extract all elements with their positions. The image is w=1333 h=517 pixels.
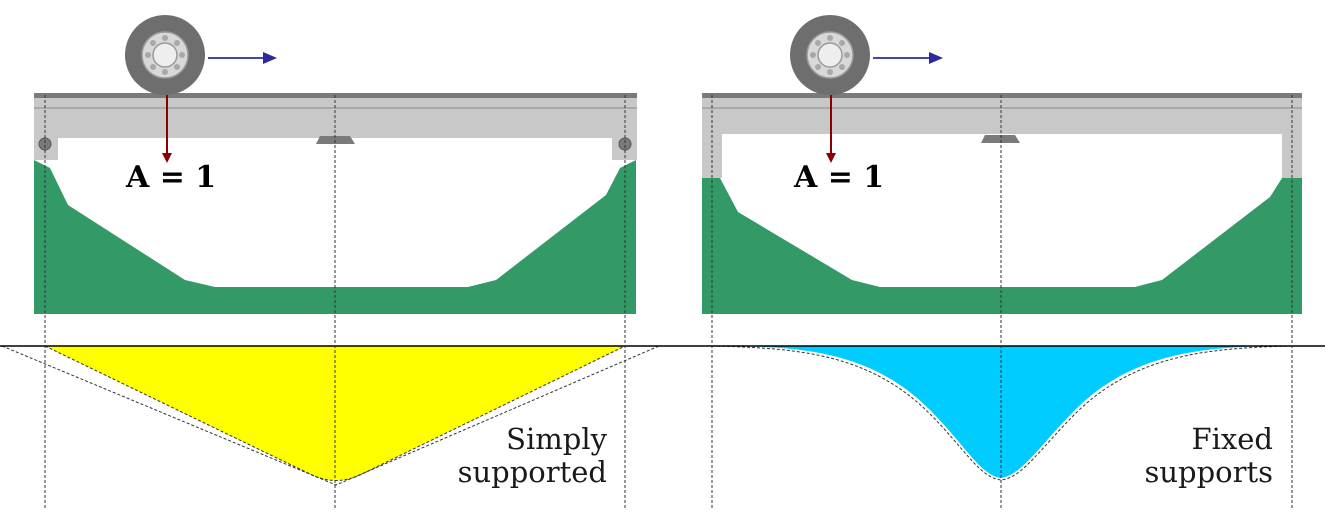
right-panel: A = 1 Fixed supports [702,15,1302,489]
pin-support-left [38,137,52,151]
load-label-right: A = 1 [793,160,884,195]
load-label-left: A = 1 [125,160,216,195]
wheel-right [790,15,870,95]
caption-right-line2: supports [1144,455,1273,489]
terrain-left [34,160,636,314]
vertical-guides [44,95,1293,510]
caption-right-line1: Fixed [1192,422,1273,456]
influence-area-simply [45,346,625,481]
caption-left-line2: supported [458,455,607,489]
influence-curve-fixed [711,345,1293,481]
left-panel: A = 1 Simply supported [1,15,660,489]
terrain-right [702,172,1302,314]
caption-left-line1: Simply [506,422,607,456]
bridge-deck-right [702,93,1302,178]
influence-envelope-simply [1,345,660,486]
wheel-left [125,15,205,95]
influence-area-fixed [712,346,1292,478]
pin-support-right [618,137,632,151]
